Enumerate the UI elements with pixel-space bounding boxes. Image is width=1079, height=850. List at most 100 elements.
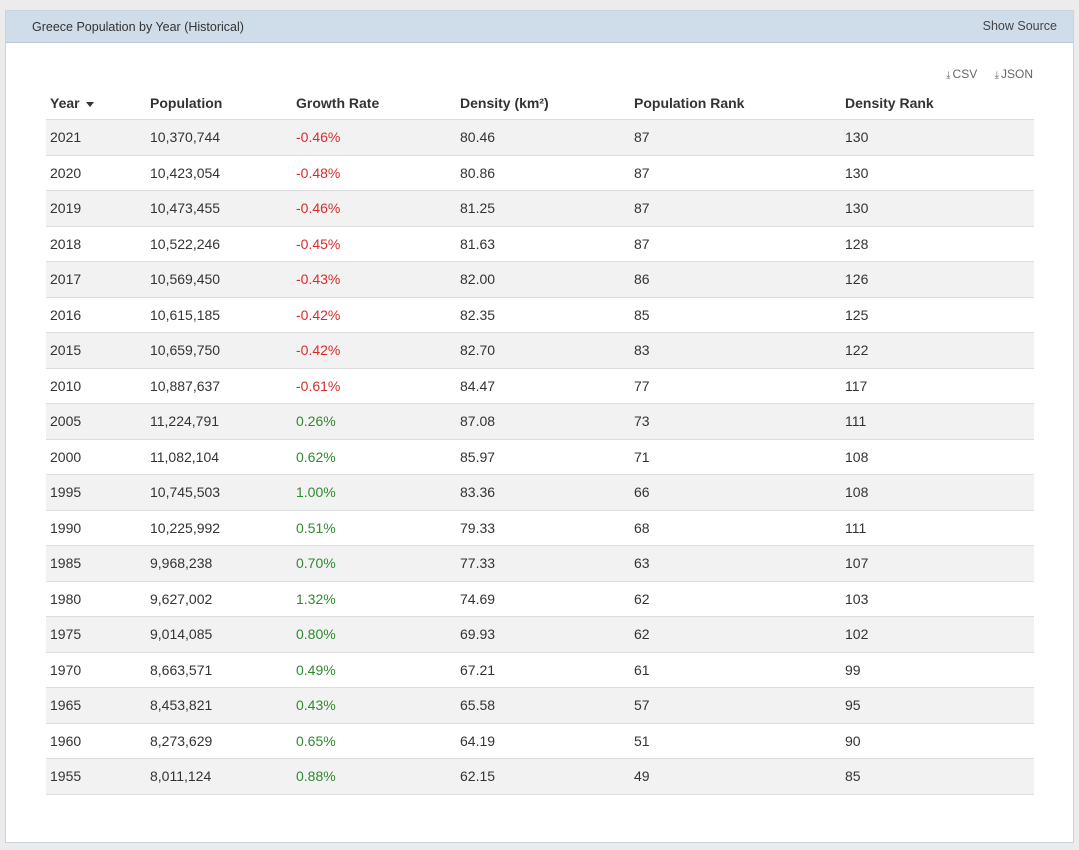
table-cell: 87 <box>630 226 841 262</box>
table-cell: 86 <box>630 261 841 298</box>
sort-arrow <box>85 101 94 107</box>
table-cell: 65.58 <box>456 687 630 724</box>
table-cell: 83 <box>630 332 841 369</box>
downloads: CSV JSON <box>932 67 1033 81</box>
table-cell: 2018 <box>46 226 146 262</box>
table-row: 1955 8,011,124 0.88% 62.15 49 85 <box>46 758 1034 795</box>
table-cell: 0.80% <box>292 616 456 653</box>
table-cell: 61 <box>630 652 841 688</box>
table-cell: 111 <box>841 510 1034 546</box>
table-cell: 1.32% <box>292 581 456 617</box>
table-cell: 99 <box>841 652 1034 688</box>
table-cell: 49 <box>630 758 841 795</box>
table-cell: 1965 <box>46 687 146 724</box>
table-cell: 108 <box>841 474 1034 511</box>
table-cell: 10,887,637 <box>146 368 292 404</box>
table-cell: 66 <box>630 474 841 511</box>
table: Year Population Growth Rate Density (km²) Po… <box>46 87 1034 795</box>
table-cell: 117 <box>841 368 1034 404</box>
table-cell: 2017 <box>46 261 146 298</box>
table-row: 2005 11,224,791 0.26% 87.08 73 111 <box>46 403 1034 440</box>
table-cell: 1980 <box>46 581 146 617</box>
table-cell: -0.42% <box>292 332 456 369</box>
table-cell: 85.97 <box>456 439 630 475</box>
table-row: 1985 9,968,238 0.70% 77.33 63 107 <box>46 545 1034 582</box>
table-cell: 102 <box>841 616 1034 653</box>
table-cell: 87 <box>630 119 841 156</box>
table-row: 1990 10,225,992 0.51% 79.33 68 111 <box>46 510 1034 546</box>
panel: Greece Population by Year (Historical) S… <box>5 10 1074 843</box>
table-cell: 82.70 <box>456 332 630 369</box>
column-header[interactable]: Population <box>146 87 292 120</box>
table-cell: 10,659,750 <box>146 332 292 369</box>
table-cell: 85 <box>630 297 841 333</box>
table-cell: 87.08 <box>456 403 630 440</box>
table-cell: 1.00% <box>292 474 456 511</box>
table-cell: 122 <box>841 332 1034 369</box>
table-cell: 1990 <box>46 510 146 546</box>
table-cell: 90 <box>841 723 1034 759</box>
table-cell: 77.33 <box>456 545 630 582</box>
table-cell: 73 <box>630 403 841 440</box>
table-cell: 85 <box>841 758 1034 795</box>
column-label: Population Rank <box>634 95 745 111</box>
table-cell: 84.47 <box>456 368 630 404</box>
table-cell: 107 <box>841 545 1034 582</box>
table-cell: 82.00 <box>456 261 630 298</box>
table-cell: 10,225,992 <box>146 510 292 546</box>
table-cell: 9,627,002 <box>146 581 292 617</box>
table-cell: 71 <box>630 439 841 475</box>
table-cell: 2015 <box>46 332 146 369</box>
table-cell: 80.46 <box>456 119 630 156</box>
column-header[interactable]: Population Rank <box>630 87 841 120</box>
table-cell: 2019 <box>46 190 146 227</box>
table-cell: 0.26% <box>292 403 456 440</box>
table-row: 1980 9,627,002 1.32% 74.69 62 103 <box>46 581 1034 617</box>
table-cell: 81.63 <box>456 226 630 262</box>
column-header[interactable]: Density Rank <box>841 87 1034 120</box>
table-cell: 1970 <box>46 652 146 688</box>
table-cell: -0.61% <box>292 368 456 404</box>
table-cell: 0.88% <box>292 758 456 795</box>
column-label: Growth Rate <box>296 95 380 111</box>
table-cell: -0.46% <box>292 190 456 227</box>
table-cell: 0.49% <box>292 652 456 688</box>
table-cell: 95 <box>841 687 1034 724</box>
download-json[interactable]: JSON <box>995 67 1033 81</box>
table-cell: 8,273,629 <box>146 723 292 759</box>
panel-title: Greece Population by Year (Historical) <box>32 20 244 34</box>
table-cell: 8,011,124 <box>146 758 292 795</box>
column-header[interactable]: Year <box>46 87 146 120</box>
column-header[interactable]: Growth Rate <box>292 87 456 120</box>
column-header[interactable]: Density (km²) <box>456 87 630 120</box>
panel-header: Greece Population by Year (Historical) S… <box>6 11 1073 43</box>
column-label: Density Rank <box>845 95 934 111</box>
table-cell: 81.25 <box>456 190 630 227</box>
table-cell: 62 <box>630 581 841 617</box>
table-cell: 130 <box>841 155 1034 191</box>
table-cell: 57 <box>630 687 841 724</box>
table-cell: 62.15 <box>456 758 630 795</box>
table-cell: 83.36 <box>456 474 630 511</box>
table-cell: 128 <box>841 226 1034 262</box>
table-cell: -0.42% <box>292 297 456 333</box>
table-cell: 51 <box>630 723 841 759</box>
table-row: 2016 10,615,185 -0.42% 82.35 85 125 <box>46 297 1034 333</box>
table-cell: 130 <box>841 190 1034 227</box>
table-row: 2019 10,473,455 -0.46% 81.25 87 130 <box>46 190 1034 227</box>
download-csv[interactable]: CSV <box>946 67 977 81</box>
table-cell: 108 <box>841 439 1034 475</box>
table-body: 2021 10,370,744 -0.46% 80.46 87 130 2020 10,423… <box>46 119 1034 795</box>
table-cell: 2020 <box>46 155 146 191</box>
show-source[interactable]: Show Source <box>982 19 1057 33</box>
table-cell: 2016 <box>46 297 146 333</box>
table-cell: 103 <box>841 581 1034 617</box>
table-cell: 126 <box>841 261 1034 298</box>
table-cell: 2010 <box>46 368 146 404</box>
table-row: 1995 10,745,503 1.00% 83.36 66 108 <box>46 474 1034 511</box>
table-cell: 62 <box>630 616 841 653</box>
table-cell: 2005 <box>46 403 146 440</box>
table-row: 1975 9,014,085 0.80% 69.93 62 102 <box>46 616 1034 653</box>
table-row: 2021 10,370,744 -0.46% 80.46 87 130 <box>46 119 1034 156</box>
